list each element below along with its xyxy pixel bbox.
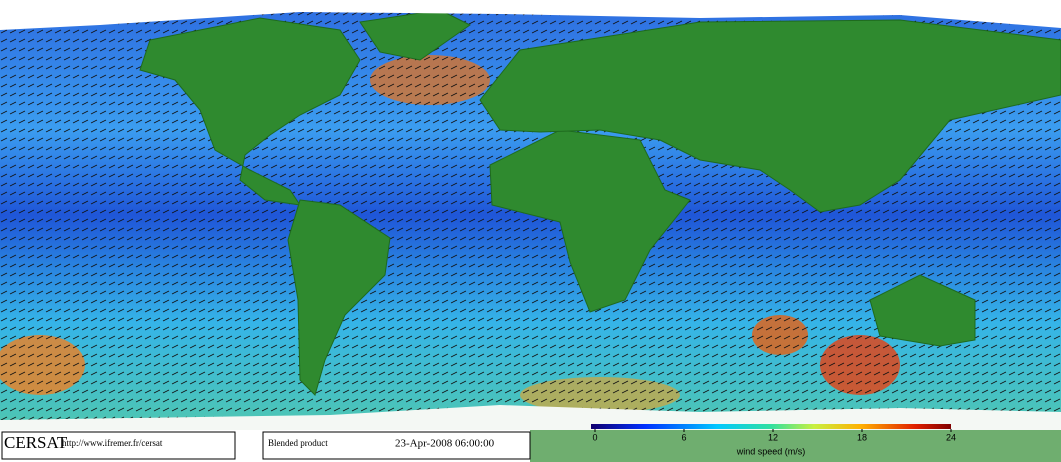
product: Blended product (268, 438, 328, 448)
africa (489, 129, 691, 313)
logo-box (1, 431, 236, 460)
url: http://www.ifremer.fr/cersat (62, 438, 163, 448)
logo: CERSAT (4, 433, 68, 452)
eurasia (479, 19, 1061, 213)
land (139, 9, 1061, 396)
colorbar-tick-label: 0 (592, 432, 597, 442)
map (0, 0, 1061, 430)
colorbar-tick-label: 12 (768, 432, 778, 442)
colorbar (591, 424, 951, 429)
footer-land (530, 430, 1061, 462)
antarctica (0, 405, 1061, 430)
south-america (287, 199, 391, 396)
timestamp: 23-Apr-2008 06:00:00 (395, 438, 495, 450)
australia (869, 274, 976, 347)
colorbar-ticks: 0 6 12 18 24 (592, 429, 956, 442)
product-box (262, 431, 531, 460)
colorbar-tick-label: 6 (681, 432, 686, 442)
arctic (0, 0, 1061, 30)
colorbar-tick-label: 24 (946, 432, 956, 442)
colorbar-label: wind speed (m/s) (736, 446, 806, 456)
north-america (139, 17, 361, 206)
colorbar-tick-label: 18 (857, 432, 867, 442)
